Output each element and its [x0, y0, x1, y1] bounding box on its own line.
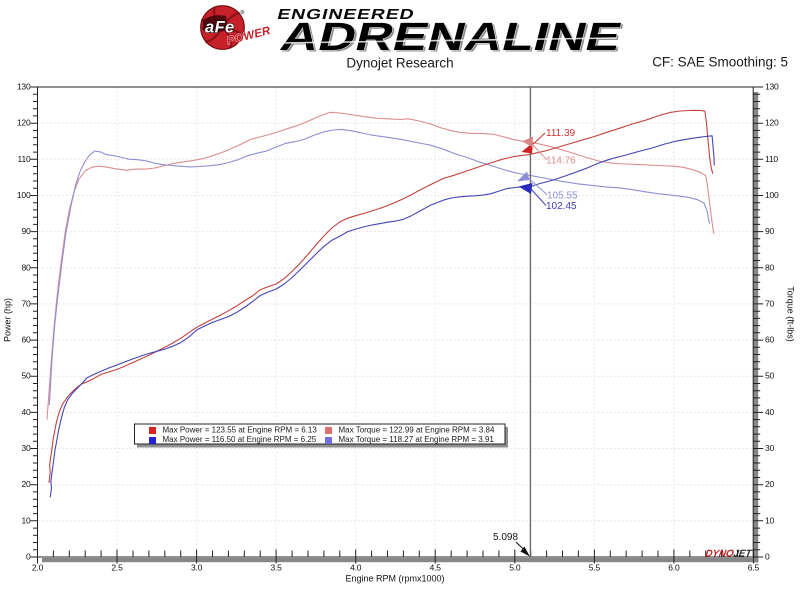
svg-text:102.45: 102.45 [546, 201, 577, 212]
svg-text:Power (hp): Power (hp) [3, 298, 13, 342]
svg-text:105.55: 105.55 [547, 191, 578, 202]
svg-text:5.098: 5.098 [493, 532, 518, 543]
svg-text:30: 30 [765, 443, 775, 453]
svg-text:130: 130 [765, 82, 779, 92]
svg-text:0: 0 [765, 552, 770, 562]
svg-text:Torque (ft-lbs): Torque (ft-lbs) [786, 286, 796, 342]
svg-text:70: 70 [21, 298, 31, 308]
svg-text:4.0: 4.0 [350, 563, 362, 573]
svg-text:5.5: 5.5 [589, 563, 601, 573]
svg-text:110: 110 [765, 154, 778, 164]
svg-text:6.5: 6.5 [748, 563, 760, 573]
svg-text:90: 90 [765, 226, 775, 236]
svg-text:3.5: 3.5 [270, 563, 282, 573]
svg-text:120: 120 [17, 118, 31, 128]
svg-text:Max Torque = 118.27 at Engine: Max Torque = 118.27 at Engine RPM = 3.91 [339, 435, 495, 444]
svg-text:Dynojet Research: Dynojet Research [346, 56, 453, 71]
svg-text:3.0: 3.0 [191, 563, 203, 573]
svg-text:40: 40 [21, 407, 31, 417]
svg-text:100: 100 [765, 190, 779, 200]
svg-text:®: ® [241, 9, 245, 16]
svg-text:6.0: 6.0 [668, 563, 680, 573]
svg-text:40: 40 [765, 407, 775, 417]
svg-text:80: 80 [765, 262, 775, 272]
svg-text:10: 10 [765, 515, 775, 525]
svg-text:5.0: 5.0 [509, 563, 521, 573]
svg-text:111.39: 111.39 [546, 128, 576, 139]
svg-text:70: 70 [765, 298, 775, 308]
svg-text:ADRENALINE: ADRENALINE [276, 14, 626, 58]
svg-text:Engine RPM (rpmx1000): Engine RPM (rpmx1000) [345, 574, 444, 584]
svg-text:JET: JET [732, 549, 753, 560]
svg-text:ENGINEERED: ENGINEERED [276, 5, 417, 22]
svg-text:100: 100 [17, 190, 31, 200]
svg-text:Max Power = 123.55 at Engine R: Max Power = 123.55 at Engine RPM = 6.13 [163, 426, 318, 435]
svg-text:60: 60 [21, 335, 31, 345]
svg-text:20: 20 [765, 479, 775, 489]
svg-text:4.5: 4.5 [430, 563, 442, 573]
svg-text:Max Power = 116.50 at Engine R: Max Power = 116.50 at Engine RPM = 6.25 [163, 435, 317, 444]
svg-text:2.5: 2.5 [111, 563, 123, 573]
svg-text:120: 120 [765, 118, 779, 128]
svg-text:114.76: 114.76 [546, 156, 576, 167]
svg-text:DYNO: DYNO [704, 549, 735, 560]
svg-text:50: 50 [21, 371, 31, 381]
svg-text:90: 90 [21, 226, 31, 236]
svg-text:Max Torque = 122.99 at Engine: Max Torque = 122.99 at Engine RPM = 3.84 [339, 426, 496, 435]
svg-text:0: 0 [26, 552, 31, 562]
svg-text:10: 10 [21, 515, 31, 525]
svg-text:2.0: 2.0 [32, 563, 44, 573]
svg-text:CF: SAE Smoothing: 5: CF: SAE Smoothing: 5 [652, 55, 788, 70]
svg-text:50: 50 [765, 371, 775, 381]
svg-text:110: 110 [18, 154, 31, 164]
svg-text:60: 60 [765, 335, 775, 345]
svg-text:aFe: aFe [205, 19, 235, 37]
svg-text:130: 130 [17, 82, 31, 92]
svg-text:20: 20 [21, 479, 31, 489]
svg-text:30: 30 [21, 443, 31, 453]
svg-text:80: 80 [21, 262, 31, 272]
